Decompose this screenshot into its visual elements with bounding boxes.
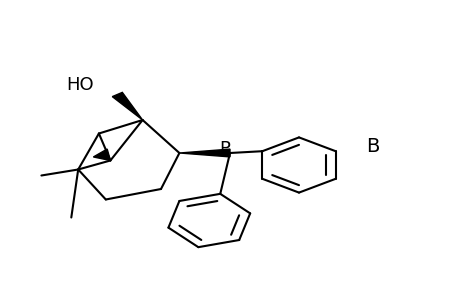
Text: B: B xyxy=(365,137,379,157)
Polygon shape xyxy=(179,149,230,157)
Polygon shape xyxy=(112,92,142,120)
Text: HO: HO xyxy=(67,76,94,94)
Text: P: P xyxy=(218,140,230,158)
Polygon shape xyxy=(93,149,110,160)
